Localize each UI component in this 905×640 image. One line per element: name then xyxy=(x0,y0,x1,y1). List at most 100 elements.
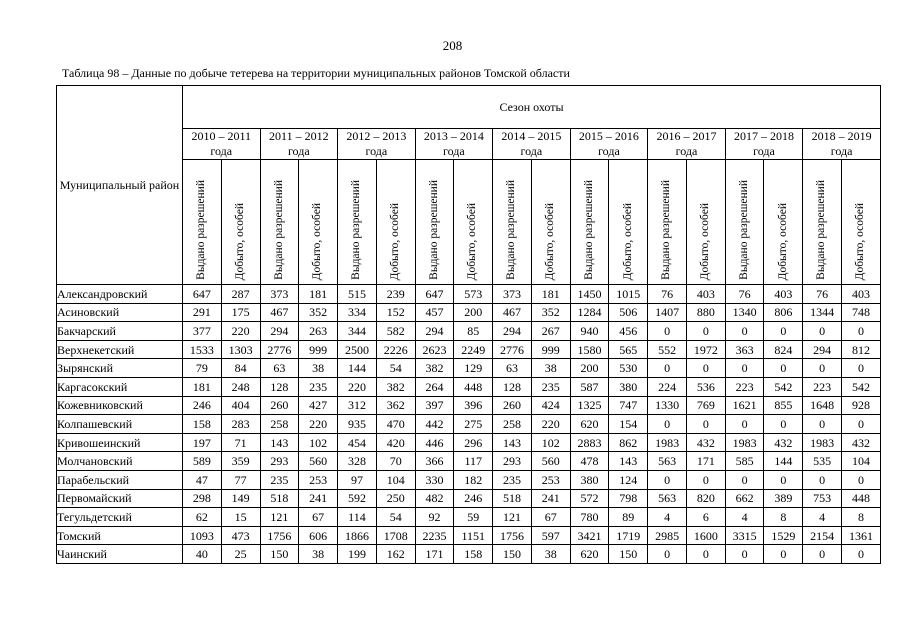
value-cell: 467 xyxy=(492,302,532,323)
value-cell: 294 xyxy=(802,339,843,360)
value-cell: 662 xyxy=(724,488,765,509)
value-cell: 92 xyxy=(414,507,455,527)
value-cell: 296 xyxy=(453,432,494,453)
value-cell: 0 xyxy=(841,321,881,341)
vertical-label: Добыто, особей xyxy=(466,202,479,280)
table-row: Первомайский 298 149 518 241 592 250 482 246 518 2… xyxy=(56,488,881,509)
value-cell: 592 xyxy=(337,488,377,509)
table-row: Асиновский 291 175 467 352 334 152 457 200 467 352… xyxy=(56,302,881,323)
value-cell: 199 xyxy=(337,544,377,564)
district-name: Асиновский xyxy=(56,302,183,323)
value-cell: 2883 xyxy=(569,432,610,453)
value-cell: 63 xyxy=(492,358,532,378)
value-cell: 250 xyxy=(375,488,416,509)
table-row: Бакчарский 377 220 294 263 344 582 294 85 294 267 9… xyxy=(56,321,881,341)
value-cell: 283 xyxy=(220,414,261,434)
value-cell: 334 xyxy=(337,302,377,323)
subheader-row: Выдано разрешений Добыто, особей Выдано ра… xyxy=(57,159,881,285)
value-cell: 1284 xyxy=(569,302,610,323)
district-name: Александровский xyxy=(56,284,183,304)
value-cell: 182 xyxy=(453,469,494,490)
value-cell: 235 xyxy=(530,376,571,397)
value-cell: 0 xyxy=(763,414,804,434)
value-cell: 542 xyxy=(763,376,804,397)
value-cell: 71 xyxy=(220,432,261,453)
subheader-permits-issued: Выдано разрешений xyxy=(569,159,610,285)
vertical-label: Выдано разрешений xyxy=(815,180,828,280)
value-cell: 0 xyxy=(724,358,765,378)
value-cell: 0 xyxy=(841,469,881,490)
value-cell: 999 xyxy=(530,339,571,360)
value-cell: 1983 xyxy=(724,432,765,453)
value-cell: 104 xyxy=(375,469,416,490)
value-cell: 0 xyxy=(685,358,726,378)
vertical-label: Добыто, особей xyxy=(699,202,712,280)
value-cell: 246 xyxy=(182,395,222,416)
value-cell: 769 xyxy=(685,395,726,416)
value-cell: 2623 xyxy=(414,339,455,360)
subheader-permits-issued: Выдано разрешений xyxy=(492,159,532,285)
season-header: 2012 – 2013 года xyxy=(337,128,416,160)
value-cell: 0 xyxy=(763,469,804,490)
value-cell: 373 xyxy=(259,284,300,304)
value-cell: 291 xyxy=(182,302,222,323)
value-cell: 241 xyxy=(298,488,339,509)
value-cell: 352 xyxy=(530,302,571,323)
value-cell: 1866 xyxy=(337,525,377,546)
value-cell: 1361 xyxy=(841,525,881,546)
value-cell: 1450 xyxy=(569,284,610,304)
subheader-harvested: Добыто, особей xyxy=(763,159,804,285)
value-cell: 373 xyxy=(492,284,532,304)
subheader-harvested: Добыто, особей xyxy=(375,159,416,285)
vertical-label: Выдано разрешений xyxy=(660,180,673,280)
value-cell: 200 xyxy=(569,358,610,378)
value-cell: 38 xyxy=(530,358,571,378)
value-cell: 158 xyxy=(453,544,494,564)
value-cell: 563 xyxy=(647,488,687,509)
value-cell: 220 xyxy=(530,414,571,434)
value-cell: 38 xyxy=(298,544,339,564)
value-cell: 747 xyxy=(608,395,649,416)
value-cell: 62 xyxy=(182,507,222,527)
value-cell: 258 xyxy=(492,414,532,434)
subheader-permits-issued: Выдано разрешений xyxy=(337,159,377,285)
value-cell: 397 xyxy=(414,395,455,416)
value-cell: 1533 xyxy=(182,339,222,360)
value-cell: 647 xyxy=(414,284,455,304)
value-cell: 535 xyxy=(802,451,843,471)
value-cell: 1621 xyxy=(724,395,765,416)
value-cell: 2154 xyxy=(802,525,843,546)
value-cell: 620 xyxy=(569,414,610,434)
season-header: 2014 – 2015 года xyxy=(492,128,571,160)
value-cell: 454 xyxy=(337,432,377,453)
district-name: Зырянский xyxy=(56,358,183,378)
value-cell: 1719 xyxy=(608,525,649,546)
value-cell: 0 xyxy=(763,544,804,564)
value-cell: 253 xyxy=(530,469,571,490)
table-row: Верхнекетский 1533 1303 2776 999 2500 2226 2623… xyxy=(56,339,881,360)
value-cell: 1529 xyxy=(763,525,804,546)
value-cell: 8 xyxy=(841,507,881,527)
value-cell: 1600 xyxy=(685,525,726,546)
value-cell: 246 xyxy=(453,488,494,509)
table-row: Парабельский 47 77 235 253 97 104 330 182 235 253 3… xyxy=(56,469,881,490)
value-cell: 0 xyxy=(647,544,687,564)
value-cell: 446 xyxy=(414,432,455,453)
value-cell: 143 xyxy=(259,432,300,453)
group-header: Сезон охоты xyxy=(182,85,881,129)
table-row: Молчановский 589 359 293 560 328 70 366 117 293 56… xyxy=(56,451,881,471)
value-cell: 862 xyxy=(608,432,649,453)
value-cell: 0 xyxy=(685,544,726,564)
value-cell: 560 xyxy=(298,451,339,471)
value-cell: 158 xyxy=(182,414,222,434)
district-name: Томский xyxy=(56,525,183,546)
value-cell: 589 xyxy=(182,451,222,471)
value-cell: 15 xyxy=(220,507,261,527)
value-cell: 150 xyxy=(492,544,532,564)
value-cell: 330 xyxy=(414,469,455,490)
value-cell: 76 xyxy=(647,284,687,304)
value-cell: 76 xyxy=(724,284,765,304)
value-cell: 0 xyxy=(802,544,843,564)
value-cell: 63 xyxy=(259,358,300,378)
